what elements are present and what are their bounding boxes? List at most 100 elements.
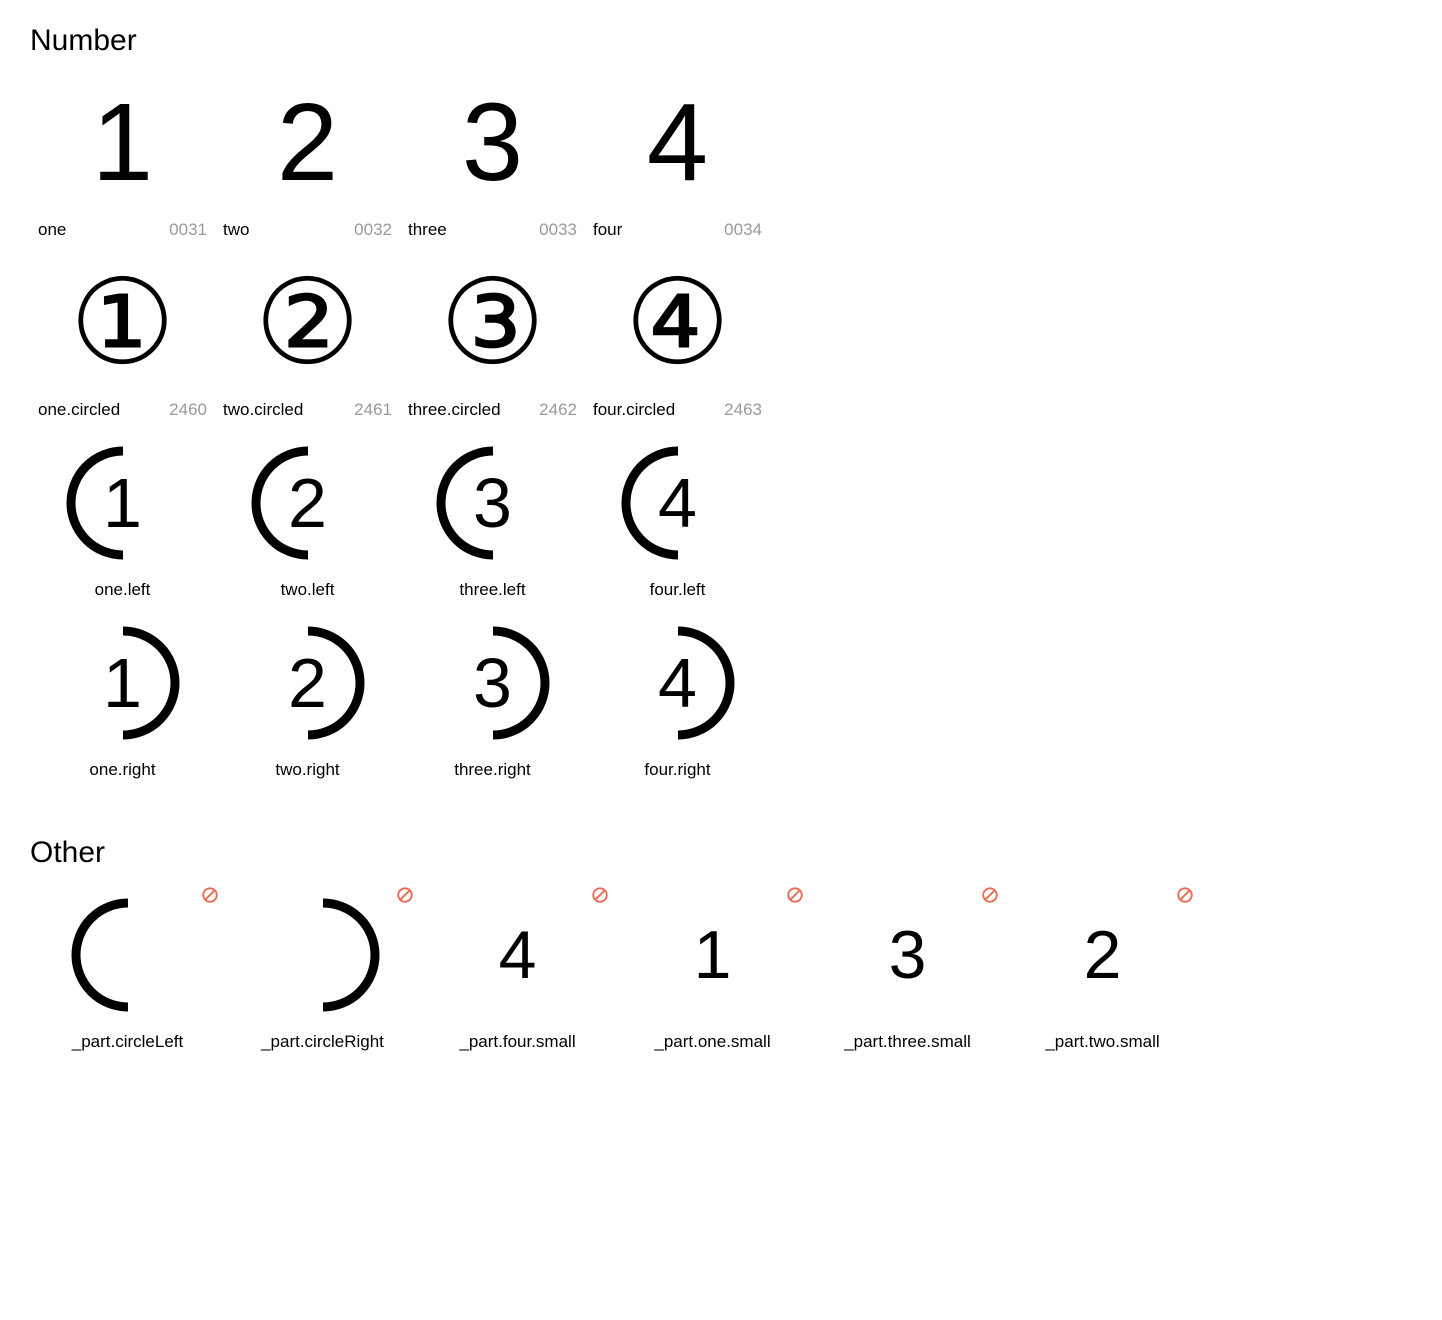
glyph-name: four.right bbox=[644, 760, 710, 780]
glyph-circled-digit: ③ bbox=[440, 264, 546, 382]
glyph-arc-digit: 3 bbox=[473, 648, 512, 718]
glyph-cell[interactable]: 4 four 0034 bbox=[585, 66, 770, 246]
glyph-name: one.circled bbox=[38, 400, 120, 420]
glyph-box: 2 bbox=[1005, 878, 1200, 1032]
glyph-cell[interactable]: 1 _part.one.small bbox=[615, 878, 810, 1058]
glyph-label-row: four.left bbox=[585, 580, 770, 600]
glyph-box: 1 bbox=[30, 606, 215, 760]
glyph-cell[interactable]: 4 four.left bbox=[585, 426, 770, 606]
glyph-cell[interactable]: 3 three 0033 bbox=[400, 66, 585, 246]
glyph-cell[interactable]: ④ four.circled 2463 bbox=[585, 246, 770, 426]
glyph-cell[interactable]: ② two.circled 2461 bbox=[215, 246, 400, 426]
glyph-label-row: three 0033 bbox=[400, 220, 585, 240]
glyph-arc-right: 2 bbox=[248, 623, 368, 743]
glyph-cell[interactable]: 2 two.right bbox=[215, 606, 400, 786]
glyph-box: 4 bbox=[585, 66, 770, 220]
glyph-box: 1 bbox=[30, 426, 215, 580]
glyph-name: _part.three.small bbox=[844, 1032, 971, 1052]
glyph-cell[interactable]: 4 _part.four.small bbox=[420, 878, 615, 1058]
glyph-label-row: four.right bbox=[585, 760, 770, 780]
glyph-name: four.circled bbox=[593, 400, 675, 420]
glyph-cell[interactable]: 2 two 0032 bbox=[215, 66, 400, 246]
glyph-name: four.left bbox=[650, 580, 706, 600]
glyph-label-row: one.right bbox=[30, 760, 215, 780]
glyph-cell[interactable]: ③ three.circled 2462 bbox=[400, 246, 585, 426]
glyph-cell[interactable]: 3 three.left bbox=[400, 426, 585, 606]
glyph-name: one.right bbox=[89, 760, 155, 780]
glyph-circled-digit: ② bbox=[255, 264, 361, 382]
glyph-label-row: _part.circleRight bbox=[225, 1032, 420, 1052]
glyph-name: one bbox=[38, 220, 66, 240]
no-export-icon bbox=[786, 886, 804, 904]
glyph-small-digit: 4 bbox=[499, 921, 537, 989]
glyph-box: 3 bbox=[400, 426, 585, 580]
glyph-cell[interactable]: 2 two.left bbox=[215, 426, 400, 606]
glyph-name: one.left bbox=[95, 580, 151, 600]
glyph-name: _part.circleLeft bbox=[72, 1032, 184, 1052]
glyph-cell[interactable]: _part.circleLeft bbox=[30, 878, 225, 1058]
glyph-cell[interactable]: 1 one.left bbox=[30, 426, 215, 606]
glyph-cell[interactable]: 3 three.right bbox=[400, 606, 585, 786]
glyph-name: two bbox=[223, 220, 249, 240]
glyph-box: 4 bbox=[585, 426, 770, 580]
glyph-label-row: _part.one.small bbox=[615, 1032, 810, 1052]
glyph-digit: 2 bbox=[277, 88, 338, 198]
glyph-cell[interactable]: _part.circleRight bbox=[225, 878, 420, 1058]
glyph-code: 0032 bbox=[354, 220, 392, 240]
glyph-code: 2460 bbox=[169, 400, 207, 420]
glyph-code: 0033 bbox=[539, 220, 577, 240]
glyph-name: two.circled bbox=[223, 400, 303, 420]
glyph-small-digit: 2 bbox=[1084, 921, 1122, 989]
glyph-arc-right: 3 bbox=[433, 623, 553, 743]
glyph-cell[interactable]: 1 one.right bbox=[30, 606, 215, 786]
glyph-label-row: two.circled 2461 bbox=[215, 400, 400, 420]
no-export-icon bbox=[201, 886, 219, 904]
no-export-icon bbox=[591, 886, 609, 904]
glyph-small-digit: 3 bbox=[889, 921, 927, 989]
glyph-name: three bbox=[408, 220, 447, 240]
glyph-box: ① bbox=[30, 246, 215, 400]
glyph-box: 3 bbox=[400, 606, 585, 760]
glyph-arc-left: 1 bbox=[63, 443, 183, 563]
glyph-cell[interactable]: 3 _part.three.small bbox=[810, 878, 1005, 1058]
glyph-arc-left: 3 bbox=[433, 443, 553, 563]
glyph-label-row: two.left bbox=[215, 580, 400, 600]
glyph-cell[interactable]: 4 four.right bbox=[585, 606, 770, 786]
glyph-label-row: three.circled 2462 bbox=[400, 400, 585, 420]
glyph-cell[interactable]: ① one.circled 2460 bbox=[30, 246, 215, 426]
glyph-name: three.left bbox=[459, 580, 525, 600]
glyph-code: 0031 bbox=[169, 220, 207, 240]
glyph-cell[interactable]: 1 one 0031 bbox=[30, 66, 215, 246]
glyph-arc-digit: 1 bbox=[103, 468, 142, 538]
glyph-name: four bbox=[593, 220, 622, 240]
glyph-code: 2462 bbox=[539, 400, 577, 420]
glyph-circled-digit: ① bbox=[70, 264, 176, 382]
glyph-arc-right: 1 bbox=[63, 623, 183, 743]
glyph-box: 3 bbox=[810, 878, 1005, 1032]
glyph-name: two.left bbox=[281, 580, 335, 600]
glyph-arc-left: 4 bbox=[618, 443, 738, 563]
glyph-box: 1 bbox=[615, 878, 810, 1032]
glyph-arc-digit: 4 bbox=[658, 648, 697, 718]
no-export-icon bbox=[1176, 886, 1194, 904]
glyph-label-row: _part.three.small bbox=[810, 1032, 1005, 1052]
glyph-arc-digit: 2 bbox=[288, 468, 327, 538]
glyph-label-row: one.circled 2460 bbox=[30, 400, 215, 420]
glyph-box: 1 bbox=[30, 66, 215, 220]
glyph-cell[interactable]: 2 _part.two.small bbox=[1005, 878, 1200, 1058]
glyph-name: _part.circleRight bbox=[261, 1032, 384, 1052]
glyph-code: 2463 bbox=[724, 400, 762, 420]
glyph-label-row: two.right bbox=[215, 760, 400, 780]
glyph-digit: 4 bbox=[647, 88, 708, 198]
glyph-box bbox=[225, 878, 420, 1032]
glyph-circled-digit: ④ bbox=[625, 264, 731, 382]
glyph-label-row: four 0034 bbox=[585, 220, 770, 240]
glyph-box bbox=[30, 878, 225, 1032]
number-grid: 1 one 0031 2 two 0032 3 three 0033 4 fou… bbox=[30, 66, 1412, 786]
glyph-digit: 3 bbox=[462, 88, 523, 198]
glyph-box: 3 bbox=[400, 66, 585, 220]
glyph-part-arc-right bbox=[263, 895, 383, 1015]
glyph-box: 2 bbox=[215, 426, 400, 580]
glyph-name: two.right bbox=[275, 760, 339, 780]
glyph-box: 4 bbox=[420, 878, 615, 1032]
